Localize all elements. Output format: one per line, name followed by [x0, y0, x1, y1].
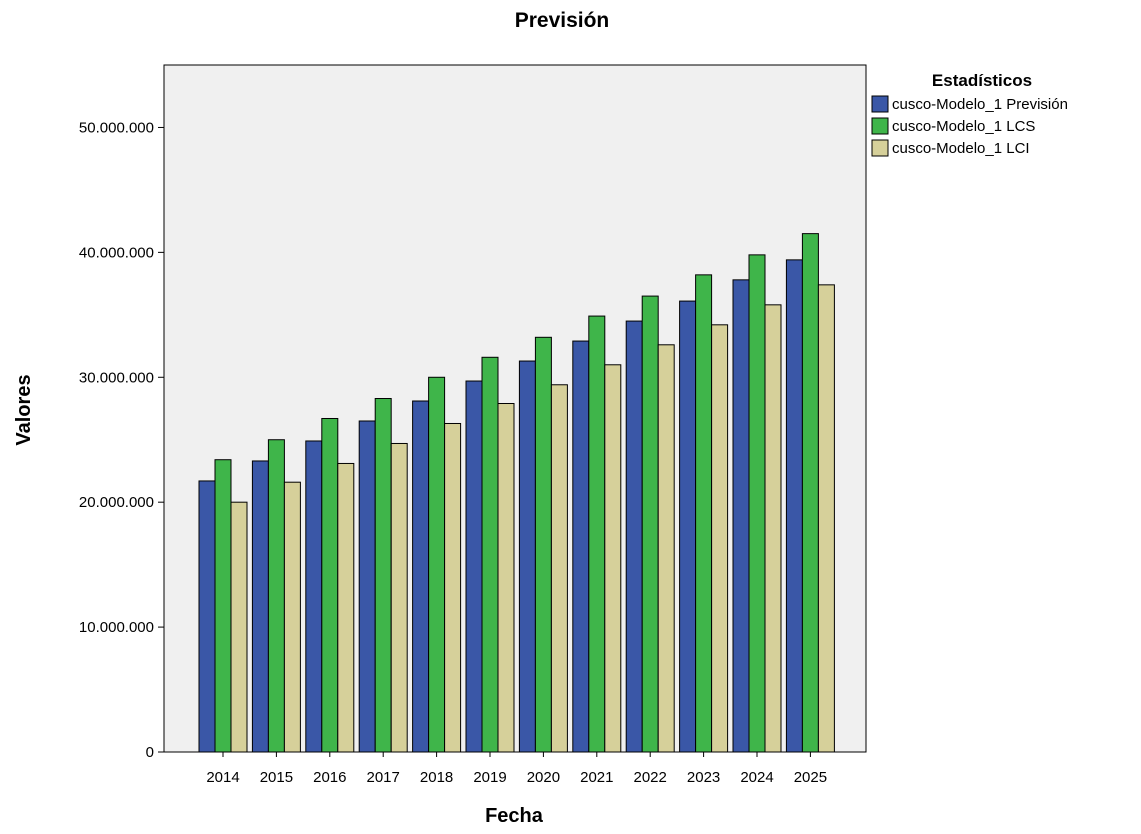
y-tick-label: 10.000.000: [79, 619, 154, 636]
bar-2014-series-3: [230, 501, 248, 753]
x-tick-label: 2021: [580, 769, 613, 786]
bar-2016-series-2: [321, 417, 339, 753]
x-tick-label: 2025: [794, 769, 827, 786]
bar-2025-series-3: [817, 284, 835, 753]
legend: Estadísticos cusco-Modelo_1 Previsión cus…: [871, 71, 1068, 157]
bar-2020-series-3: [550, 384, 568, 753]
y-tick-label: 20.000.000: [79, 494, 154, 511]
bar-2017-series-1: [358, 420, 376, 753]
bar-2025-series-1: [785, 259, 803, 753]
bar-2021-series-3: [604, 364, 622, 753]
bar-2025-series-2: [801, 233, 819, 753]
x-tick-label: 2017: [367, 769, 400, 786]
legend-swatch: [871, 139, 889, 157]
bar-2024-series-1: [732, 279, 750, 753]
legend-swatch: [871, 117, 889, 135]
x-tick-label: 2018: [420, 769, 453, 786]
bar-2023-series-2: [695, 274, 713, 753]
x-tick-label: 2014: [206, 769, 239, 786]
legend-label: cusco-Modelo_1 Previsión: [892, 96, 1068, 113]
bar-2020-series-2: [534, 336, 552, 753]
x-tick-label: 2024: [740, 769, 773, 786]
bar-2015-series-2: [267, 439, 285, 753]
x-tick-label: 2023: [687, 769, 720, 786]
bar-2018-series-1: [412, 400, 430, 753]
bar-2022-series-1: [625, 320, 643, 753]
bar-2019-series-3: [497, 403, 515, 753]
legend-label: cusco-Modelo_1 LCI: [892, 140, 1030, 157]
bar-2016-series-3: [337, 462, 355, 753]
y-axis-title: Valores: [13, 374, 35, 445]
y-tick-label: 40.000.000: [79, 244, 154, 261]
bar-2024-series-3: [764, 304, 782, 753]
bar-2024-series-2: [748, 254, 766, 753]
y-tick-label: 0: [146, 744, 154, 761]
bar-2021-series-1: [572, 340, 590, 753]
x-tick-label: 2019: [473, 769, 506, 786]
bar-2015-series-3: [283, 481, 301, 753]
bar-2022-series-2: [641, 295, 659, 753]
y-tick-label: 30.000.000: [79, 369, 154, 386]
bar-2023-series-3: [711, 324, 729, 753]
bar-2014-series-1: [198, 480, 216, 753]
x-axis: 2014 2015 2016 2017 2018 2019 2020 2021 2022 2023…: [206, 752, 827, 786]
bar-2015-series-1: [251, 460, 269, 753]
bar-2017-series-2: [374, 398, 392, 753]
bar-2018-series-2: [428, 376, 446, 753]
legend-label: cusco-Modelo_1 LCS: [892, 118, 1035, 135]
bar-2023-series-1: [679, 300, 697, 753]
x-tick-label: 2020: [527, 769, 560, 786]
bars: [198, 233, 835, 753]
x-tick-label: 2015: [260, 769, 293, 786]
y-tick-label: 50.000.000: [79, 119, 154, 136]
y-axis: 0 10.000.000 20.000.000 30.000.000 40.000.00…: [79, 119, 164, 761]
bar-2021-series-2: [588, 315, 606, 753]
x-axis-title: Fecha: [485, 805, 544, 827]
x-tick-label: 2016: [313, 769, 346, 786]
x-tick-label: 2022: [634, 769, 667, 786]
bar-2016-series-1: [305, 440, 323, 753]
bar-2019-series-1: [465, 380, 483, 753]
bar-2020-series-1: [518, 360, 536, 753]
bar-2017-series-3: [390, 442, 408, 753]
chart-title: Previsión: [515, 9, 610, 32]
bar-2018-series-3: [444, 422, 462, 753]
bar-2022-series-3: [657, 344, 675, 753]
legend-title: Estadísticos: [932, 71, 1032, 90]
bar-2014-series-2: [214, 459, 232, 753]
legend-swatch: [871, 95, 889, 113]
bar-2019-series-2: [481, 356, 499, 753]
